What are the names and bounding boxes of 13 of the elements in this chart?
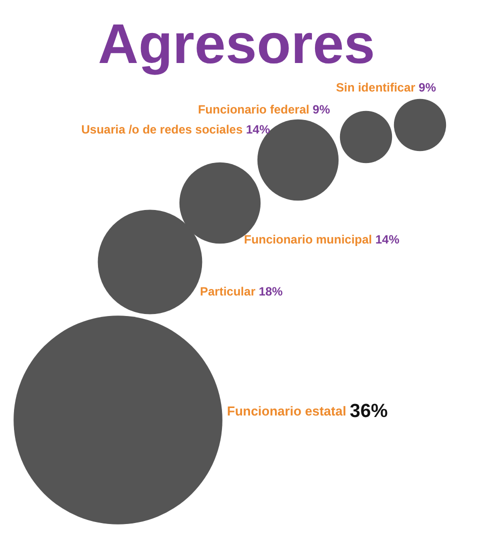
data-label: 9%	[312, 102, 330, 116]
text: Agresores	[97, 10, 376, 77]
data-label: 14%	[246, 122, 270, 136]
category-label: Sin identificar	[336, 80, 419, 94]
category-label: Particular	[200, 284, 259, 298]
data-label: 18%	[258, 284, 284, 298]
category-label: Usuaria /o de redes sociales	[81, 122, 246, 136]
data-label: 14%	[375, 232, 400, 246]
category-label: Funcionario municipal	[244, 232, 376, 246]
category-label: Funcionario federal	[198, 102, 313, 116]
data-label: 36%	[350, 401, 388, 422]
category-label: Funcionario estatal	[227, 404, 350, 419]
data-label: 9%	[418, 80, 436, 94]
